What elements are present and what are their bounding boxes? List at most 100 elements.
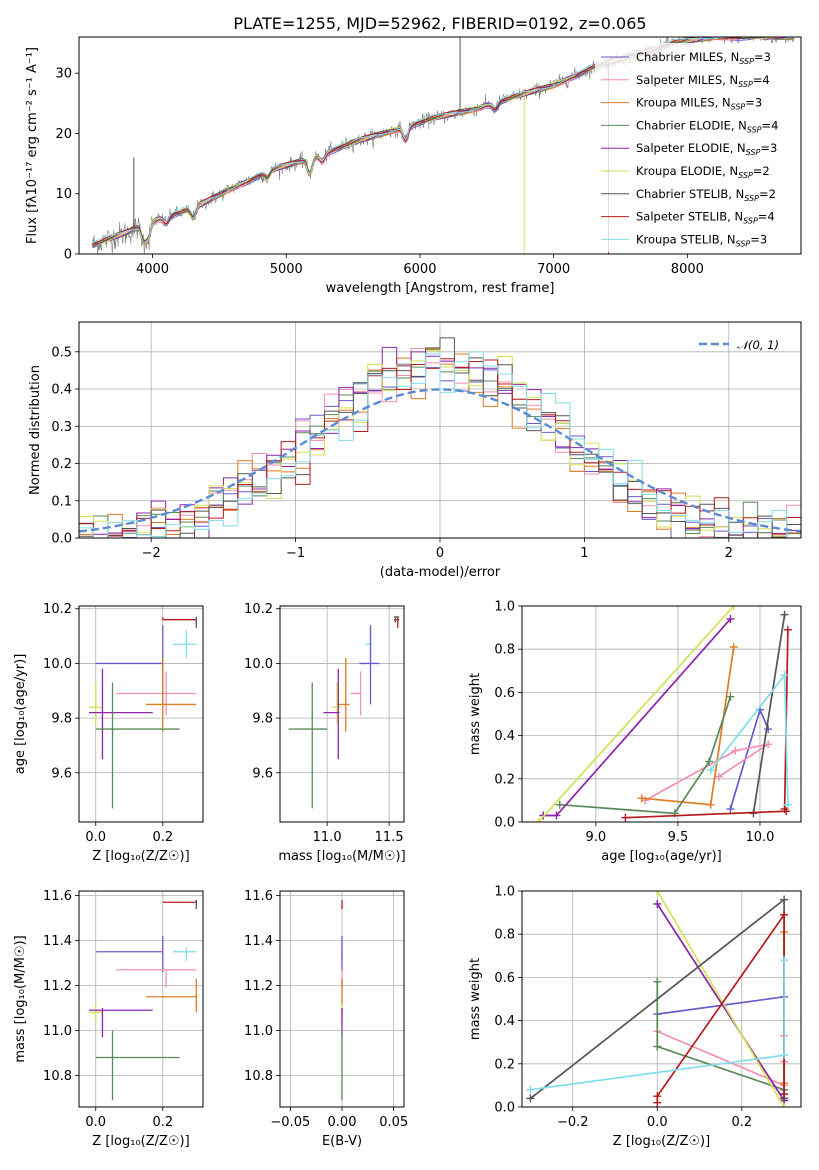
age-vs-mass-ytick-label: 10.0 [244, 657, 273, 672]
age-vs-mass-frame [279, 605, 405, 823]
mass-vs-z-ytick-label: 11.2 [43, 979, 72, 994]
residual-histogram-xtick-label: 1 [580, 546, 588, 561]
spectrum-legend-label: Chabrier ELODIE, NSSP=4 [636, 118, 778, 134]
errorbar-point-kroupa-elodie [89, 1003, 103, 1022]
residual-histogram-xtick-label: 2 [725, 546, 733, 561]
series-line [656, 891, 785, 1107]
mass-vs-ebv-frame [279, 890, 405, 1108]
residual-histogram-xtick-label: 0 [436, 546, 444, 561]
spectrum-legend-label: Salpeter STELIB, NSSP=4 [636, 210, 775, 226]
mass-vs-ebv-xtick-label: 0.05 [379, 1115, 408, 1130]
errorbar-point-salpeter-elodie [89, 668, 153, 760]
residual-histogram-ytick-label: 0.4 [51, 383, 72, 398]
mass-vs-ebv-xtick-label: 0.00 [328, 1115, 357, 1130]
mass-weight-vs-age-axes: 9.0 9.5 10.0 0.0 0.2 0.4 0.6 0.8 1.0 age [log₁₀(a… [468, 600, 801, 864]
spectrum-legend-label: Kroupa ELODIE, NSSP=2 [636, 164, 770, 180]
mass-vs-ebv-xlabel: E(B-V) [322, 1134, 362, 1149]
errorbar-point-chabrier-stelib [394, 616, 400, 623]
mass-weight-vs-z-xtick-label: −0.2 [557, 1115, 589, 1130]
mass-weight-vs-z-frame [521, 890, 802, 1108]
residual-histogram-ylabel: Normed distribution [28, 365, 43, 495]
spectrum-legend-label: Chabrier MILES, NSSP=3 [636, 50, 771, 66]
series-kroupa-miles [637, 643, 738, 809]
series-kroupa-elodie [653, 891, 789, 1107]
residual-histogram-xtick-label: −2 [142, 546, 161, 561]
mass-weight-vs-z-ytick-label: 1.0 [494, 885, 515, 900]
mass-weight-vs-age-xtick-label: 9.5 [668, 830, 689, 845]
mass-vs-z-xlabel: Z [log₁₀(Z/Z☉)] [92, 1134, 189, 1149]
mass-weight-vs-z-ytick-label: 0.8 [494, 928, 515, 943]
mass-weight-vs-z-ytick-label: 0.6 [494, 971, 515, 986]
residual-histogram-xlabel: (data-model)/error [380, 565, 501, 580]
mass-vs-ebv-ytick-label: 11.2 [244, 979, 273, 994]
mass-weight-vs-age-ytick-label: 0.4 [494, 729, 515, 744]
series-kroupa-elodie [534, 606, 738, 822]
age-vs-z-ytick-label: 10.0 [43, 657, 72, 672]
spectrum-xtick-label: 6000 [403, 262, 436, 277]
series-line [656, 903, 785, 1101]
age-vs-z-ytick-label: 9.8 [51, 712, 72, 727]
spectrum-ytick-label: 30 [55, 67, 72, 82]
age-vs-z-plot-area [89, 616, 197, 809]
mass-weight-vs-age-plot-area [534, 606, 792, 822]
mass-vs-z-ylabel: mass [log₁₀(M/M☉)] [13, 935, 28, 1062]
age-vs-mass-plot-area [288, 616, 400, 809]
errorbar-point-kroupa-elodie [332, 682, 342, 724]
mass-vs-z-xtick-label: 0.2 [152, 1115, 173, 1130]
mass-weight-vs-age-ytick-label: 0.0 [494, 816, 515, 831]
spectrum-legend-label: Kroupa MILES, NSSP=3 [636, 96, 762, 112]
errorbar-point-salpeter-miles [350, 671, 362, 716]
age-vs-mass-axes: 11.0 11.5 9.6 9.8 10.0 10.2 mass [log₁₀(M/M☉)] [244, 602, 406, 864]
spectrum-model-kroupa-stelib [92, 37, 795, 244]
mass-weight-vs-age-ytick-label: 0.8 [494, 643, 515, 658]
mass-weight-vs-z-xtick-label: 0.2 [731, 1115, 752, 1130]
histogram-legend: 𝒩(0, 1) [699, 338, 779, 352]
residual-histogram-ytick-label: 0.3 [51, 420, 72, 435]
mass-weight-vs-age-ytick-label: 1.0 [494, 600, 515, 615]
spectrum-ytick-label: 20 [55, 127, 72, 142]
errorbar-point-chabrier-elodie [95, 1030, 180, 1101]
mass-weight-vs-z-ytick-label: 0.0 [494, 1101, 515, 1116]
series-line [559, 696, 732, 815]
errorbar-point-kroupa-miles [146, 657, 197, 732]
spectrum-legend-label: Salpeter ELODIE, NSSP=3 [636, 141, 777, 157]
age-vs-mass-xtick-label: 11.0 [313, 830, 342, 845]
mass-weight-vs-age-xtick-label: 9.0 [586, 830, 607, 845]
age-vs-mass-ytick-label: 10.2 [244, 602, 273, 617]
age-vs-z-ylabel: age [log₁₀(age/yr)] [13, 654, 28, 775]
mass-vs-ebv-ytick-label: 11.4 [244, 934, 273, 949]
histogram-kroupa-miles [79, 348, 801, 538]
spectrum-plot-area [92, 37, 795, 254]
mass-vs-z-axes: 0.0 0.2 10.8 11.0 11.2 11.4 11.6 Z [log₁₀(Z/Z☉)… [13, 889, 203, 1149]
errorbar-point-kroupa-stelib [172, 630, 197, 658]
spectrum-legend-box [595, 43, 795, 253]
age-vs-mass-xtick-label: 11.5 [375, 830, 404, 845]
errorbar-point-salpeter-miles [115, 969, 197, 988]
spectrum-frame [78, 36, 802, 255]
histogram-legend-label: 𝒩(0, 1) [737, 338, 779, 352]
age-vs-z-xlabel: Z [log₁₀(Z/Z☉)] [92, 849, 189, 864]
mass-weight-vs-age-xlabel: age [log₁₀(age/yr)] [601, 849, 722, 864]
spectrum-ylabel: Flux [fλ10⁻¹⁷ erg cm⁻² s⁻¹ A⁻¹] [25, 47, 40, 244]
age-vs-mass-xlabel: mass [log₁₀(M/M☉)] [278, 849, 405, 864]
spectrum-legend-label: Kroupa STELIB, NSSP=3 [636, 232, 767, 248]
mass-vs-ebv-ytick-label: 10.8 [244, 1069, 273, 1084]
spectrum-legend: Chabrier MILES, NSSP=3 Salpeter MILES, NS… [595, 43, 795, 253]
series-kroupa-stelib [526, 956, 789, 1094]
mass-vs-z-ytick-label: 11.4 [43, 934, 72, 949]
errorbar-point-chabrier-elodie [288, 682, 328, 809]
errorbar-point-salpeter-elodie [323, 668, 340, 760]
age-vs-z-ytick-label: 9.6 [51, 766, 72, 781]
age-vs-z-xtick-label: 0.0 [85, 830, 106, 845]
errorbar-point-kroupa-elodie [89, 682, 103, 724]
spectrum-xtick-label: 8000 [671, 262, 704, 277]
mass-vs-ebv-ytick-label: 11.6 [244, 889, 273, 904]
age-vs-mass-ytick-label: 9.6 [252, 766, 273, 781]
series-salpeter-elodie [539, 614, 735, 820]
spectrum-model-salpeter-stelib [92, 37, 795, 246]
spectrum-ytick-label: 10 [55, 187, 72, 202]
series-line [644, 743, 769, 802]
mass-weight-vs-z-ytick-label: 0.2 [494, 1057, 515, 1072]
